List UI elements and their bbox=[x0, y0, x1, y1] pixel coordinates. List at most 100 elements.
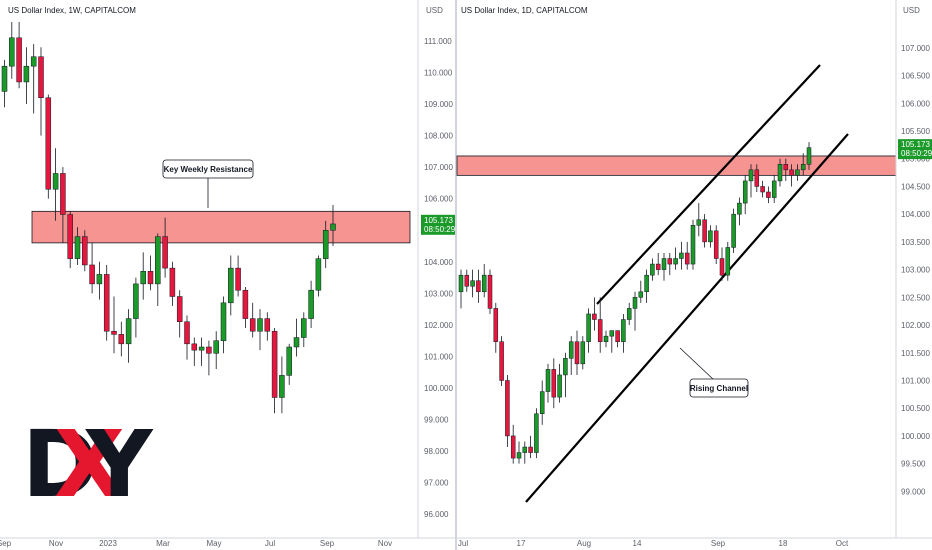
candle-body bbox=[45, 97, 52, 190]
left-time-axis[interactable]: Sep Nov 2023 Mar May Jul Sep Nov bbox=[0, 537, 455, 548]
candle-body bbox=[487, 274, 493, 309]
candle-body bbox=[644, 274, 649, 293]
callout-box bbox=[689, 378, 749, 398]
candle-body bbox=[615, 330, 620, 342]
candle-body bbox=[603, 335, 609, 342]
y-tick-label: 96.000 bbox=[424, 510, 449, 519]
x-tick-label: Sep bbox=[0, 539, 12, 548]
candle-body bbox=[264, 318, 271, 332]
x-tick-label: May bbox=[206, 539, 221, 548]
y-tick-label: 106.000 bbox=[424, 195, 453, 204]
right-price-badge-value: 105.173 bbox=[901, 140, 930, 149]
candle-body bbox=[133, 283, 139, 319]
x-tick-label: Oct bbox=[836, 539, 849, 548]
y-tick-label: 102.000 bbox=[901, 321, 930, 330]
candle-body bbox=[766, 191, 771, 198]
right-axis-unit: USD bbox=[903, 6, 920, 15]
candle-body bbox=[516, 452, 522, 459]
right-time-axis[interactable]: Jul 17 Aug 14 Sep 18 Oct bbox=[457, 537, 932, 548]
left-chart-pane: US Dollar Index, 1W, CAPITALCOM Key Week… bbox=[0, 0, 418, 538]
key-weekly-resistance-callout[interactable]: Key Weekly Resistance bbox=[162, 159, 254, 208]
candle-body bbox=[176, 296, 183, 323]
right-price-axis[interactable]: USD 107.000106.500106.000105.500105.0001… bbox=[895, 0, 932, 550]
y-tick-label: 101.000 bbox=[424, 352, 453, 361]
candle-body bbox=[679, 252, 684, 259]
y-tick-label: 100.000 bbox=[424, 384, 453, 393]
x-tick-label: Sep bbox=[320, 539, 335, 548]
candle-body bbox=[551, 369, 557, 398]
candle-body bbox=[52, 173, 59, 190]
candle-body bbox=[586, 313, 591, 342]
y-tick-label: 106.000 bbox=[901, 99, 930, 108]
left-axis-unit: USD bbox=[426, 6, 443, 15]
key-weekly-resistance-zone[interactable] bbox=[31, 210, 411, 244]
candle-body bbox=[650, 263, 655, 276]
candle-body bbox=[242, 289, 249, 319]
left-price-axis[interactable]: USD 111.000 110.000 109.000 108.000 107.000 1… bbox=[417, 0, 456, 550]
candle-body bbox=[673, 258, 678, 265]
candle-body bbox=[23, 65, 30, 83]
x-tick-label: Jul bbox=[265, 539, 275, 548]
right-price-badge-bg bbox=[898, 139, 932, 160]
candle-body bbox=[771, 180, 777, 198]
key-weekly-resistance-label: Key Weekly Resistance bbox=[164, 165, 253, 174]
channel-lower-line[interactable] bbox=[525, 133, 849, 503]
candle-body bbox=[621, 319, 626, 342]
candle-body bbox=[147, 271, 154, 285]
candle-body bbox=[140, 271, 146, 285]
candle-body bbox=[592, 313, 597, 320]
candle-body bbox=[725, 247, 731, 276]
candle-body bbox=[609, 330, 615, 337]
channel-upper-line[interactable] bbox=[596, 64, 821, 305]
y-tick-label: 97.000 bbox=[424, 479, 449, 488]
candle-body bbox=[667, 258, 673, 265]
watermark-letter-d: D bbox=[22, 411, 98, 518]
y-tick-label: 110.000 bbox=[424, 68, 453, 77]
candle-body bbox=[82, 236, 88, 266]
right-chart-title: US Dollar Index, 1D, CAPITALCOM bbox=[461, 6, 588, 15]
candle-body bbox=[493, 308, 499, 342]
y-tick-label: 109.000 bbox=[424, 100, 453, 109]
y-tick-label: 107.000 bbox=[424, 163, 453, 172]
candle-body bbox=[597, 319, 603, 342]
candle-body bbox=[568, 341, 574, 359]
candle-body bbox=[655, 263, 661, 270]
candle-body bbox=[184, 321, 190, 345]
left-price-badge-bg bbox=[421, 214, 455, 235]
y-tick-label: 107.000 bbox=[901, 44, 930, 53]
x-tick-label: Nov bbox=[49, 539, 63, 548]
y-tick-label: 100.500 bbox=[901, 404, 930, 413]
candle-body bbox=[580, 341, 586, 365]
pane-divider[interactable] bbox=[455, 0, 457, 550]
y-tick-label: 103.500 bbox=[901, 238, 930, 247]
candle-body bbox=[9, 37, 15, 67]
x-tick-label: Jul bbox=[458, 539, 468, 548]
left-price-badge-value: 105.173 bbox=[424, 216, 453, 225]
candle-body bbox=[505, 380, 510, 437]
rising-channel-callout[interactable]: Rising Channel bbox=[679, 347, 749, 398]
candle-body bbox=[696, 219, 702, 226]
candle-body bbox=[228, 267, 234, 304]
resistance-zone[interactable] bbox=[456, 155, 897, 176]
watermark-letter-y: Y bbox=[85, 411, 154, 518]
candle-body bbox=[257, 318, 263, 332]
candle-body bbox=[16, 37, 22, 83]
y-tick-label: 102.500 bbox=[901, 293, 930, 302]
candle-body bbox=[754, 169, 760, 187]
candle-body bbox=[800, 164, 806, 171]
candle-body bbox=[499, 341, 504, 381]
left-plot-area bbox=[0, 0, 418, 538]
candle-body bbox=[162, 236, 168, 269]
candle-body bbox=[1, 65, 8, 92]
candle-body bbox=[235, 267, 241, 291]
right-x-ticks: Jul 17 Aug 14 Sep 18 Oct bbox=[458, 539, 849, 548]
candle-body bbox=[155, 236, 161, 285]
y-tick-label: 108.000 bbox=[424, 132, 453, 141]
x-tick-label: 17 bbox=[517, 539, 526, 548]
y-tick-label: 106.500 bbox=[901, 72, 930, 81]
candle-body bbox=[789, 169, 794, 176]
candle-body bbox=[632, 297, 638, 309]
candle-body bbox=[271, 330, 278, 398]
candle-body bbox=[169, 267, 176, 297]
y-tick-label: 105.000 bbox=[901, 155, 930, 164]
